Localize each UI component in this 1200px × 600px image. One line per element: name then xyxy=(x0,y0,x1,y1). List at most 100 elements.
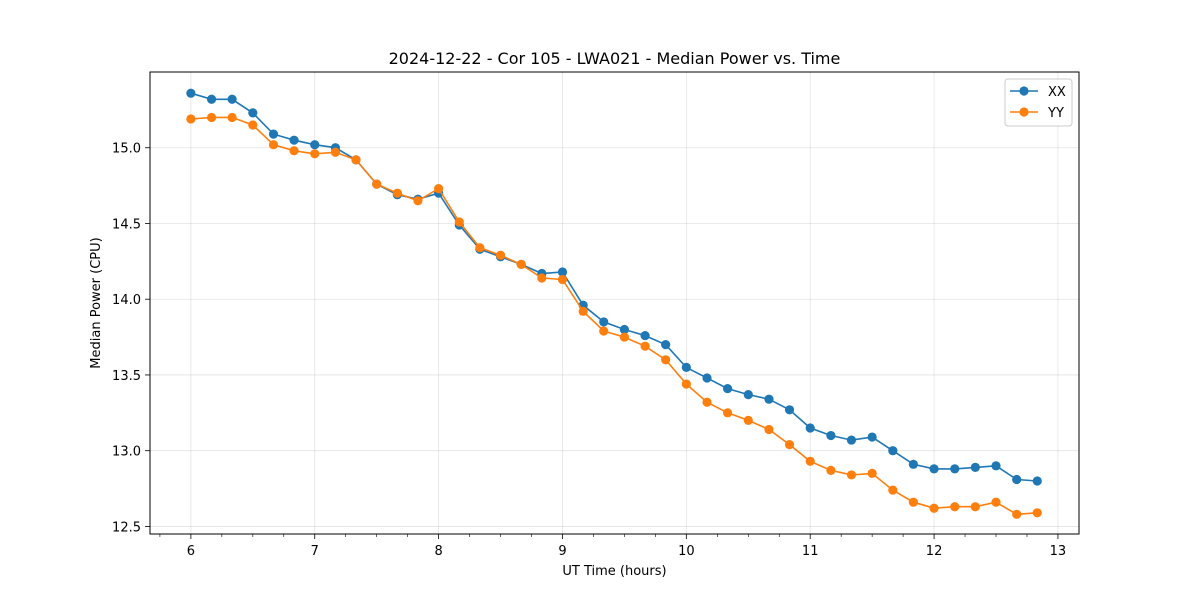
data-point-yy xyxy=(372,179,382,189)
data-point-yy xyxy=(495,250,506,260)
legend-marker-yy xyxy=(1019,107,1029,117)
data-point-xx xyxy=(908,459,918,469)
legend-entry-yy: YY xyxy=(1010,106,1064,121)
data-point-xx xyxy=(805,423,815,433)
data-point-xx xyxy=(268,129,279,139)
data-point-xx xyxy=(846,435,857,445)
x-tick-label: 13 xyxy=(1050,544,1067,559)
data-point-xx xyxy=(619,324,630,335)
data-point-yy xyxy=(619,332,630,342)
y-tick-label: 13.5 xyxy=(112,369,141,384)
data-point-yy xyxy=(310,149,320,159)
data-point-xx xyxy=(599,317,609,327)
data-point-yy xyxy=(475,243,485,253)
legend-entry-xx: XX xyxy=(1010,85,1066,100)
series-layer xyxy=(186,88,1042,519)
data-point-xx xyxy=(867,432,877,442)
y-tick-label: 12.5 xyxy=(112,520,141,535)
grid-lines xyxy=(150,72,1079,534)
x-tick-label: 6 xyxy=(187,544,195,559)
data-point-xx xyxy=(681,362,691,372)
data-point-xx xyxy=(1012,474,1022,485)
y-tick-label: 13.0 xyxy=(112,445,141,460)
x-tick-label: 12 xyxy=(926,544,943,559)
x-tick-label: 11 xyxy=(802,544,819,559)
data-point-yy xyxy=(454,217,464,227)
data-point-xx xyxy=(888,446,898,456)
x-tick-label: 8 xyxy=(434,544,442,559)
data-point-yy xyxy=(599,326,609,336)
data-point-yy xyxy=(1032,508,1042,518)
x-axis: 6 7 8 9 10 11 12 13 xyxy=(159,534,1067,559)
data-point-xx xyxy=(743,390,753,400)
data-point-xx xyxy=(186,88,196,98)
data-point-xx xyxy=(764,394,774,404)
chart-title: 2024-12-22 - Cor 105 - LWA021 - Median P… xyxy=(389,49,841,68)
data-point-yy xyxy=(640,341,650,351)
data-point-yy xyxy=(248,120,258,130)
data-point-xx xyxy=(826,430,836,441)
data-point-yy xyxy=(330,147,341,157)
data-point-xx xyxy=(640,330,650,341)
data-point-yy xyxy=(413,196,423,206)
y-tick-label: 14.5 xyxy=(112,217,141,232)
data-point-yy xyxy=(826,465,836,475)
data-point-xx xyxy=(289,135,299,145)
data-point-yy xyxy=(805,456,815,466)
data-point-xx xyxy=(661,340,671,350)
data-point-xx xyxy=(950,464,960,474)
x-tick-label: 7 xyxy=(311,544,319,559)
data-point-yy xyxy=(888,485,898,495)
data-point-xx xyxy=(248,108,258,118)
data-point-yy xyxy=(351,155,361,165)
data-point-xx xyxy=(929,464,939,474)
data-point-xx xyxy=(206,94,217,104)
data-point-yy xyxy=(991,497,1001,507)
data-point-yy xyxy=(764,424,774,435)
data-point-yy xyxy=(392,188,402,198)
legend-label-yy: YY xyxy=(1047,106,1064,121)
legend: XX YY xyxy=(1004,78,1073,127)
y-tick-label: 14.0 xyxy=(112,293,141,308)
data-point-yy xyxy=(206,112,217,123)
data-point-yy xyxy=(929,503,939,513)
series-yy xyxy=(186,112,1042,519)
legend-label-xx: XX xyxy=(1048,85,1066,100)
data-point-yy xyxy=(702,397,712,407)
data-point-yy xyxy=(1012,509,1022,519)
series-line-yy xyxy=(190,116,1038,516)
data-point-yy xyxy=(516,259,526,269)
x-tick-label: 10 xyxy=(678,544,695,559)
data-point-xx xyxy=(702,373,712,383)
x-axis-title: UT Time (hours) xyxy=(562,564,666,579)
data-point-yy xyxy=(434,184,444,194)
x-tick-label: 9 xyxy=(558,544,566,559)
data-point-yy xyxy=(661,355,671,365)
data-point-yy xyxy=(784,440,795,450)
plot-frame xyxy=(149,71,1080,535)
data-point-yy xyxy=(908,497,918,507)
data-point-xx xyxy=(722,383,733,394)
data-point-yy xyxy=(846,470,857,480)
data-point-xx xyxy=(991,461,1001,471)
data-point-xx xyxy=(1032,476,1042,486)
legend-marker-xx xyxy=(1019,86,1029,96)
data-point-xx xyxy=(310,140,320,150)
data-point-yy xyxy=(557,274,568,285)
data-point-yy xyxy=(227,112,237,123)
data-point-yy xyxy=(950,502,960,512)
data-point-xx xyxy=(784,405,795,415)
data-point-yy xyxy=(722,408,733,418)
data-point-yy xyxy=(681,379,691,389)
data-point-xx xyxy=(970,462,980,472)
data-point-yy xyxy=(537,273,547,283)
data-point-yy xyxy=(186,114,196,124)
data-point-yy xyxy=(867,468,877,479)
y-tick-label: 15.0 xyxy=(112,142,141,157)
y-axis: 12.5 13.0 13.5 14.0 14.5 15.0 xyxy=(112,142,150,535)
data-point-yy xyxy=(289,146,299,156)
data-point-yy xyxy=(578,306,588,316)
data-point-xx xyxy=(227,94,237,104)
y-axis-title: Median Power (CPU) xyxy=(89,237,104,368)
